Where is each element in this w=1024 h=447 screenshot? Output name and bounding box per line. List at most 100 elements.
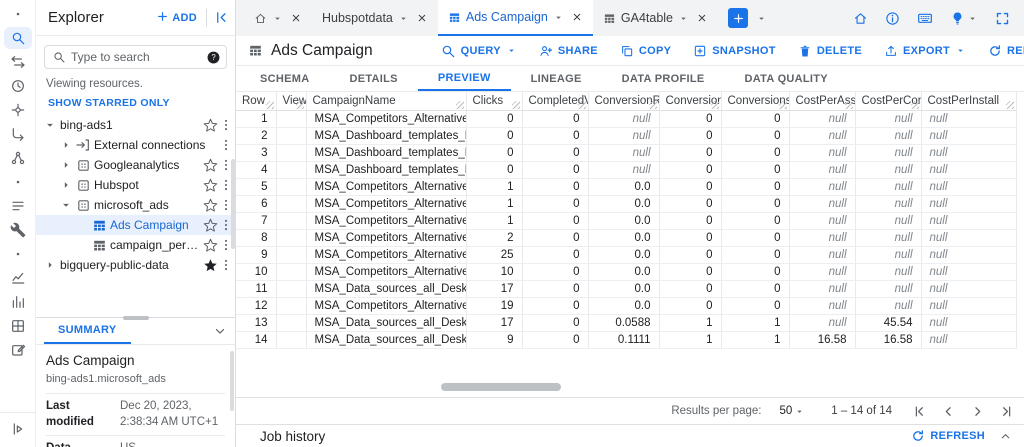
history-icon[interactable] xyxy=(0,74,36,98)
tree-item-bigquery-public-data[interactable]: bigquery-public-data xyxy=(36,255,235,275)
caret-right-icon[interactable] xyxy=(42,258,58,272)
first-page-button[interactable] xyxy=(912,404,927,419)
explorer-search[interactable]: ? xyxy=(44,45,227,69)
list-icon[interactable] xyxy=(0,194,36,218)
monitoring-chart-icon[interactable] xyxy=(0,266,36,290)
show-starred-only-link[interactable]: SHOW STARRED ONLY xyxy=(48,97,170,109)
table-row[interactable]: 1MSA_Competitors_Alternative_...00null00… xyxy=(236,110,1017,128)
table-row[interactable]: 5MSA_Competitors_Alternative_...100.000n… xyxy=(236,178,1017,196)
analytics-hub-icon[interactable] xyxy=(0,98,36,122)
close-icon[interactable] xyxy=(416,12,428,24)
editor-tab-hubspotdata[interactable]: Hubspotdata xyxy=(312,0,438,36)
table-row[interactable]: 13 MSA_Data_sources_all_Deskto...1700.058… xyxy=(236,314,1017,332)
bi-engine-icon[interactable] xyxy=(0,290,36,314)
column-header-costperassist[interactable]: CostPerAssist xyxy=(789,92,856,111)
star-icon[interactable] xyxy=(201,118,219,133)
editor-tab-ga4table[interactable]: GA4table xyxy=(593,0,718,36)
search-input[interactable] xyxy=(71,50,201,64)
table-row[interactable]: 2 MSA_Dashboard_templates_D... 0 0 null 0 0 nul… xyxy=(236,127,1017,145)
tree-item-microsoft-ads[interactable]: microsoft_ads xyxy=(36,195,235,215)
column-header-completedvideo[interactable]: CompletedVideo xyxy=(522,92,589,111)
subtab-data-quality[interactable]: DATA QUALITY xyxy=(744,72,828,85)
column-resize-handle[interactable] xyxy=(910,100,919,109)
tree-item-ads-campaign[interactable]: Ads Campaign xyxy=(36,215,235,235)
capacity-icon[interactable] xyxy=(0,146,36,170)
admin-wrench-icon[interactable] xyxy=(0,218,36,242)
tree-item-googleanalytics[interactable]: Googleanalytics xyxy=(36,155,235,175)
kebab-menu-icon[interactable] xyxy=(219,138,233,152)
subtab-details[interactable]: DETAILS xyxy=(349,72,398,85)
table-row[interactable]: 4 MSA_Dashboard_templates_D... 0 0 null 0 0 nul… xyxy=(236,161,1017,179)
horizontal-scrollbar[interactable] xyxy=(441,383,561,391)
column-header-conversionsqua[interactable]: ConversionsQua xyxy=(721,92,790,111)
tree-item-external-connections[interactable]: External connections xyxy=(36,135,235,155)
column-header-row[interactable]: Row xyxy=(236,92,277,111)
table-row[interactable]: 11MSA_Data_sources_all_Deskto...1700.000… xyxy=(236,280,1017,298)
dataset-grid-icon[interactable] xyxy=(0,314,36,338)
delete-button[interactable]: DELETE xyxy=(787,44,873,58)
column-resize-handle[interactable] xyxy=(648,100,657,109)
close-icon[interactable] xyxy=(571,11,583,23)
kebab-menu-icon[interactable] xyxy=(219,158,233,172)
column-resize-handle[interactable] xyxy=(710,100,719,109)
kebab-menu-icon[interactable] xyxy=(219,218,233,232)
add-data-button[interactable]: ADD xyxy=(154,6,199,30)
refresh-button[interactable]: REFRESH xyxy=(977,44,1024,58)
kebab-menu-icon[interactable] xyxy=(219,258,233,272)
star-icon[interactable] xyxy=(201,218,219,233)
chevron-down-icon[interactable] xyxy=(553,12,564,23)
column-header-costperconvers[interactable]: CostPerConvers xyxy=(855,92,922,111)
subtab-data-profile[interactable]: DATA PROFILE xyxy=(621,72,705,85)
chevron-down-icon[interactable] xyxy=(272,13,283,24)
close-icon[interactable] xyxy=(290,12,302,24)
caret-right-icon[interactable] xyxy=(58,158,74,172)
copy-button[interactable]: COPY xyxy=(609,44,682,58)
summary-collapse-icon[interactable] xyxy=(213,324,227,338)
column-resize-handle[interactable] xyxy=(778,100,787,109)
kebab-menu-icon[interactable] xyxy=(219,198,233,212)
star-icon[interactable] xyxy=(201,198,219,213)
caret-down-icon[interactable] xyxy=(42,118,58,132)
table-row[interactable]: 10MSA_Competitors_Alternative_...1000.00… xyxy=(236,263,1017,281)
page-size-select[interactable]: 50 xyxy=(779,405,805,417)
column-header-campaignname[interactable]: CampaignName xyxy=(306,92,467,111)
column-resize-handle[interactable] xyxy=(265,100,274,109)
chevron-up-icon[interactable] xyxy=(999,430,1012,443)
table-row[interactable]: 6MSA_Competitors_Alternative_...100.000n… xyxy=(236,195,1017,213)
column-resize-handle[interactable] xyxy=(511,100,520,109)
home-icon[interactable] xyxy=(853,11,868,26)
column-resize-handle[interactable] xyxy=(577,100,586,109)
subtab-lineage[interactable]: LINEAGE xyxy=(530,72,582,85)
caret-right-icon[interactable] xyxy=(58,178,74,192)
table-row[interactable]: 14 MSA_Data_sources_all_Deskto...900.1111… xyxy=(236,331,1017,349)
search-icon[interactable] xyxy=(0,26,36,50)
editor-tab-home[interactable] xyxy=(244,0,312,36)
fullscreen-icon[interactable] xyxy=(995,11,1010,26)
tree-scrollbar[interactable] xyxy=(231,159,235,249)
kebab-menu-icon[interactable] xyxy=(219,238,233,252)
subtab-schema[interactable]: SCHEMA xyxy=(260,72,310,85)
bulb-icon[interactable] xyxy=(950,11,978,26)
caret-down-icon[interactable] xyxy=(58,198,74,212)
help-icon[interactable]: ? xyxy=(206,50,221,65)
kebab-menu-icon[interactable] xyxy=(219,178,233,192)
column-resize-handle[interactable] xyxy=(455,100,464,109)
star-icon[interactable] xyxy=(201,238,219,253)
snapshot-button[interactable]: SNAPSHOT xyxy=(682,44,787,58)
panel-drag-handle[interactable] xyxy=(122,316,149,320)
column-resize-handle[interactable] xyxy=(844,100,853,109)
table-row[interactable]: 12MSA_Competitors_Alternative_...1900.00… xyxy=(236,297,1017,315)
column-resize-handle[interactable] xyxy=(1005,100,1014,109)
table-row[interactable]: 8MSA_Competitors_Alternative_...200.000n… xyxy=(236,229,1017,247)
share-button[interactable]: SHARE xyxy=(528,44,609,58)
table-row[interactable]: 7MSA_Competitors_Alternative_...100.000n… xyxy=(236,212,1017,230)
dataform-icon[interactable] xyxy=(0,122,36,146)
last-page-button[interactable] xyxy=(999,404,1014,419)
star-icon[interactable] xyxy=(201,258,219,273)
compose-icon[interactable] xyxy=(0,338,36,362)
tree-item-campaign-performa-[interactable]: campaign_performa... xyxy=(36,235,235,255)
tree-item-hubspot[interactable]: Hubspot xyxy=(36,175,235,195)
star-icon[interactable] xyxy=(201,178,219,193)
table-row[interactable]: 9MSA_Competitors_Alternative_...2500.000… xyxy=(236,246,1017,264)
table-row[interactable]: 3 MSA_Dashboard_templates_D... 0 0 null 0 0 nul… xyxy=(236,144,1017,162)
